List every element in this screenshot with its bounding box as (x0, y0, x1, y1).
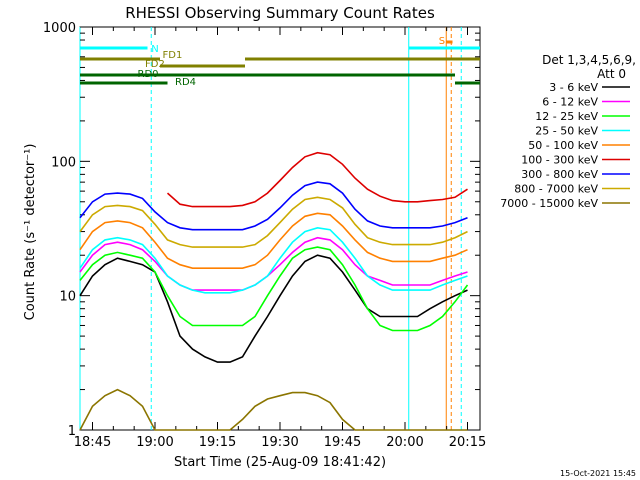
flag-label: RD0 (138, 69, 159, 80)
chart-title: RHESSI Observing Summary Count Rates (125, 4, 435, 22)
legend-entry-label: 7000 - 15000 keV (500, 197, 598, 210)
x-tick-label: 18:45 (74, 435, 111, 450)
legend-entry-label: 50 - 100 keV (528, 139, 598, 152)
series-line (79, 212, 468, 270)
series-line (79, 181, 468, 231)
legend-entry-label: 6 - 12 keV (542, 96, 598, 109)
legend-entry-label: 25 - 50 keV (535, 125, 598, 138)
legend-header-line-2: Att 0 (597, 67, 626, 81)
flag-label: FD2 (145, 59, 165, 70)
series-line (79, 226, 468, 294)
x-tick-label: 20:15 (449, 435, 486, 450)
flag-label: S (439, 36, 445, 47)
y-axis: 1 10 100 1000 (43, 21, 480, 439)
y-tick-label: 100 (51, 155, 76, 170)
x-axis-label: Start Time (25-Aug-09 18:41:42) (174, 455, 386, 470)
x-tick-label: 20:00 (386, 435, 423, 450)
x-axis: 18:45 19:00 19:15 19:30 19:45 20:00 20:15 (74, 27, 486, 450)
x-tick-label: 19:00 (136, 435, 173, 450)
series-line (79, 196, 468, 248)
y-tick-label: 10 (59, 290, 76, 305)
flag-label: FD1 (163, 50, 183, 61)
legend: Det 1,3,4,5,6,9, Att 0 3 - 6 keV 6 - 12 k… (500, 53, 636, 210)
legend-entry-label: 100 - 300 keV (521, 154, 598, 167)
y-tick-label: 1000 (43, 21, 76, 36)
legend-entry-label: 12 - 25 keV (535, 110, 598, 123)
x-tick-label: 19:30 (261, 435, 298, 450)
x-tick-label: 19:45 (324, 435, 361, 450)
legend-header-line-1: Det 1,3,4,5,6,9, (542, 53, 636, 67)
series-line (166, 151, 468, 208)
y-tick-label: 1 (68, 424, 76, 439)
flag-label: N (151, 44, 158, 55)
series-line (79, 388, 468, 431)
y-axis-label: Count Rate (s⁻¹ detector⁻¹) (23, 144, 38, 321)
series-line (79, 236, 468, 291)
legend-entry-label: 800 - 7000 keV (514, 183, 598, 196)
legend-entry-label: 3 - 6 keV (549, 81, 598, 94)
x-tick-label: 19:15 (199, 435, 236, 450)
flag-label: RD4 (175, 77, 196, 88)
series-lines (79, 151, 469, 431)
legend-entry-label: 300 - 800 keV (521, 168, 598, 181)
series-line (79, 246, 469, 332)
footer-timestamp: 15-Oct-2021 15:45 (560, 469, 636, 478)
series-line (79, 254, 468, 363)
